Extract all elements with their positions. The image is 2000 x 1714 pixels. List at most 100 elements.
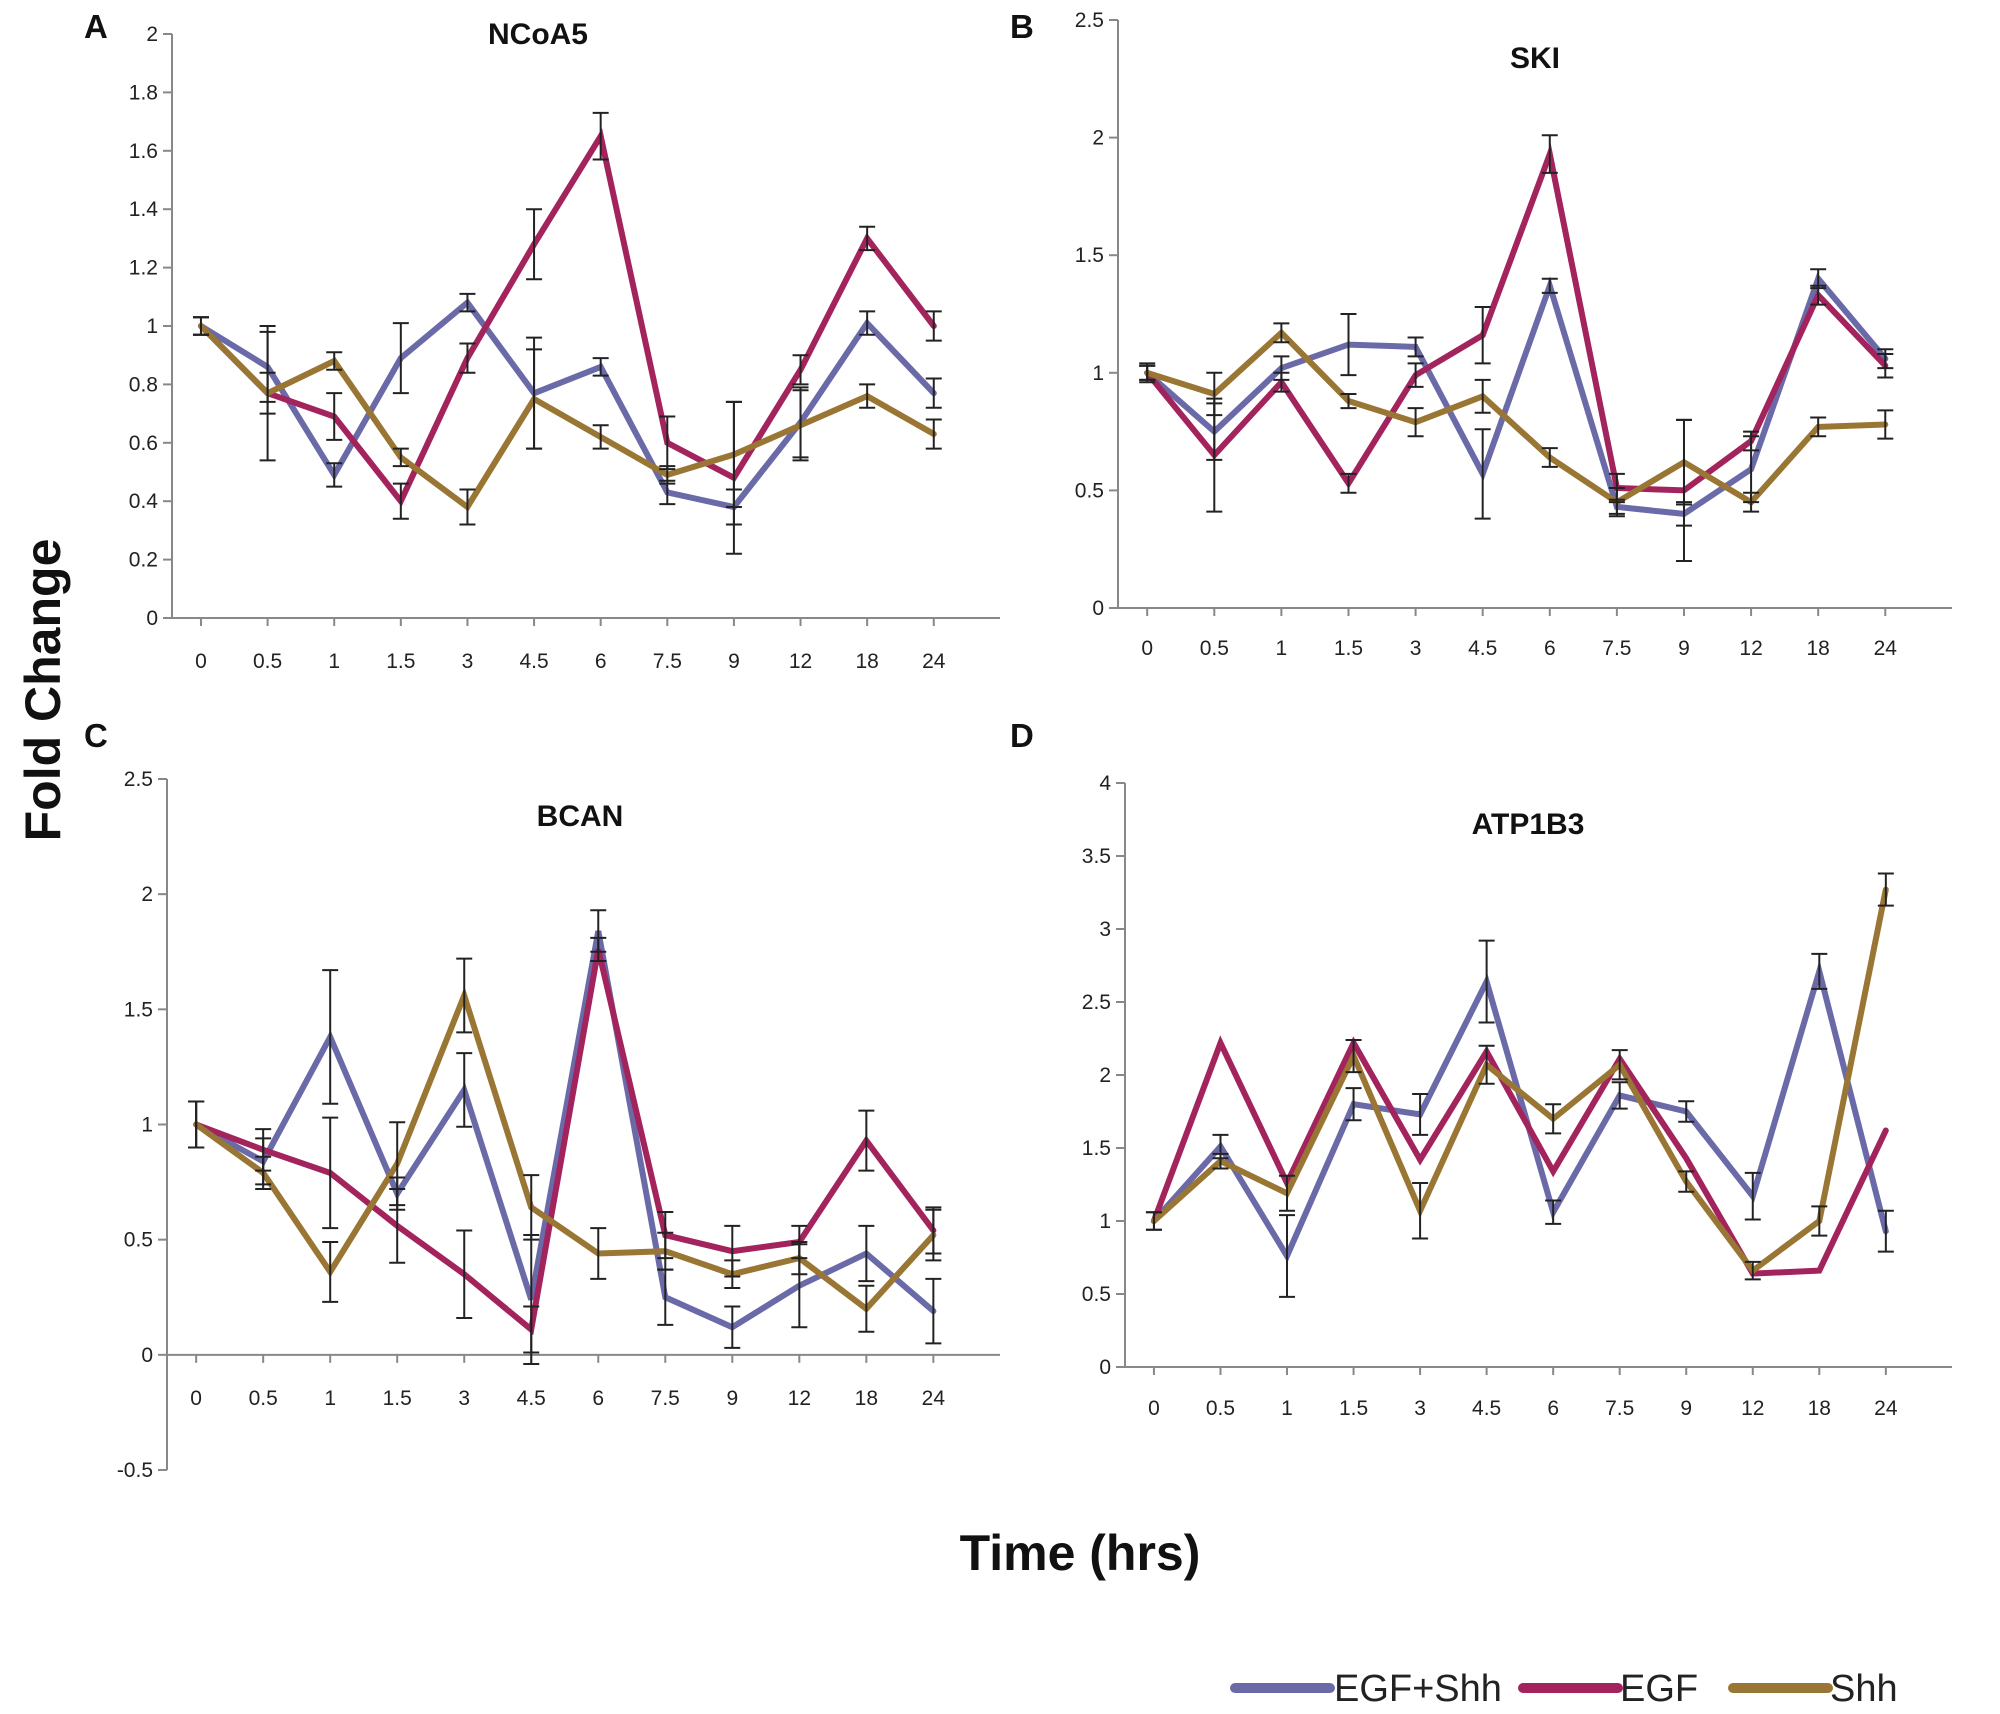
- error-bar-shh: [1279, 1174, 1296, 1212]
- panel-letter: C: [84, 717, 108, 754]
- panel-title: BCAN: [537, 800, 624, 833]
- x-tick-label: 4.5: [519, 650, 548, 673]
- x-tick-label: 0: [1148, 1397, 1160, 1420]
- x-tick-label: 7.5: [651, 1387, 680, 1410]
- panel-title: ATP1B3: [1472, 808, 1585, 841]
- series-line-egf: [198, 128, 937, 507]
- error-bar-egf-shh: [1811, 952, 1828, 990]
- series-line-egf-shh: [1144, 272, 1889, 517]
- x-axis-title: Time (hrs): [960, 1525, 1201, 1581]
- x-tick-label: 18: [855, 650, 878, 673]
- error-bar-shh: [592, 424, 609, 450]
- series-line-egf-shh: [193, 930, 937, 1331]
- y-tick-label: 0: [1092, 597, 1104, 620]
- x-tick-label: 1.5: [386, 650, 415, 673]
- y-tick-label: 0.6: [129, 432, 158, 455]
- y-tick-label: 1.4: [129, 198, 159, 221]
- y-tick-label: 1: [1099, 1210, 1111, 1233]
- x-tick-label: 0.5: [1200, 637, 1229, 660]
- error-bar-shh: [1744, 1260, 1761, 1281]
- y-tick-label: 1.2: [129, 257, 158, 280]
- y-tick-label: 1.6: [129, 140, 158, 163]
- legend: EGF+Shh EGF Shh: [1230, 1668, 1898, 1710]
- x-tick-label: 3: [1414, 1397, 1426, 1420]
- series-line-shh: [1144, 328, 1889, 507]
- error-bar-shh: [724, 1259, 741, 1290]
- error-bar-egf: [1541, 134, 1558, 174]
- error-bar-shh: [459, 488, 476, 526]
- x-tick-label: 6: [1544, 637, 1556, 660]
- chart-panel-a: A NCoA5 0 0.2 0.4 0.6 0.8 1 1.2 1.4 1.6 1.8 2 0 0.5 1 1.…: [84, 8, 1000, 673]
- error-bar-egf: [392, 482, 409, 520]
- error-bar-shh: [659, 465, 676, 485]
- y-tick-label: 1: [1092, 362, 1104, 385]
- series-line-egf-shh: [1150, 960, 1889, 1263]
- x-tick-label: 1: [328, 650, 340, 673]
- x-tick-label: 0.5: [253, 650, 282, 673]
- error-bar-egf-shh: [859, 310, 876, 336]
- legend-label-egf-shh: EGF+Shh: [1334, 1668, 1502, 1710]
- error-bar-shh: [255, 1155, 272, 1190]
- x-tick-label: 1.5: [1334, 637, 1363, 660]
- error-bar-shh: [791, 1240, 808, 1276]
- error-bar-shh: [1608, 487, 1625, 518]
- error-bar-shh: [1345, 1038, 1362, 1074]
- error-bar-egf: [925, 310, 942, 342]
- y-tick-label: 3.5: [1082, 845, 1111, 868]
- error-bar-shh: [1478, 1044, 1495, 1085]
- x-tick-label: 12: [788, 1387, 811, 1410]
- panel-letter: D: [1010, 717, 1034, 754]
- x-tick-label: 6: [595, 650, 607, 673]
- error-bar-shh: [1412, 1182, 1429, 1240]
- error-bar-egf: [1810, 284, 1827, 306]
- error-bar-egf: [858, 1109, 875, 1172]
- error-bar-shh: [1340, 392, 1357, 410]
- x-tick-label: 1: [1281, 1397, 1293, 1420]
- error-bar-egf: [459, 342, 476, 374]
- error-bar-egf: [1407, 362, 1424, 388]
- series-line-shh: [193, 986, 937, 1313]
- error-bar-egf-shh: [1412, 1092, 1429, 1136]
- y-tick-label: 0.5: [1075, 479, 1104, 502]
- y-axis-title: Fold Change: [15, 539, 71, 842]
- x-tick-label: 3: [458, 1387, 470, 1410]
- y-tick-label: 0.5: [124, 1229, 153, 1252]
- error-bar-shh: [1743, 491, 1760, 513]
- error-bar-shh: [657, 1231, 674, 1271]
- x-tick-label: 3: [462, 650, 474, 673]
- y-tick-label: 2: [141, 883, 153, 906]
- x-tick-label: 0: [195, 650, 207, 673]
- error-bar-egf: [1743, 430, 1760, 452]
- error-bar-shh: [925, 1208, 942, 1262]
- error-bar-shh: [1541, 447, 1558, 468]
- panel-letter: B: [1010, 8, 1034, 45]
- error-bar-egf-shh: [1340, 313, 1357, 377]
- error-bar-shh: [1675, 418, 1692, 506]
- error-bar-shh: [1139, 364, 1156, 381]
- error-bar-shh: [925, 418, 942, 450]
- x-tick-label: 24: [922, 1387, 946, 1410]
- error-bar-shh: [1206, 371, 1223, 417]
- error-bar-shh: [188, 1100, 205, 1149]
- y-tick-label: 1.5: [1082, 1137, 1111, 1160]
- error-bar-egf: [322, 1116, 339, 1230]
- x-tick-label: 24: [922, 650, 946, 673]
- error-bar-egf-shh: [1407, 336, 1424, 358]
- x-tick-label: 18: [1807, 637, 1830, 660]
- x-tick-label: 0.5: [249, 1387, 278, 1410]
- error-bar-shh: [523, 1174, 540, 1241]
- panel-letter: A: [84, 8, 108, 45]
- error-bar-shh: [1145, 1211, 1162, 1231]
- error-bar-egf-shh: [1279, 1214, 1296, 1298]
- error-bar-egf-shh: [1474, 428, 1491, 520]
- y-tick-label: 0: [1099, 1356, 1111, 1379]
- x-tick-label: 6: [592, 1387, 604, 1410]
- chart-panel-c: C BCAN -0.5 0 0.5 1 1.5 2 2.5 0 0.5 1 1.5 3 4.5 6 7.5 9 12…: [84, 717, 1000, 1482]
- error-bar-shh: [259, 371, 276, 415]
- error-bar-egf-shh: [724, 1305, 741, 1349]
- x-tick-label: 0: [190, 1387, 202, 1410]
- y-tick-label: 0.4: [129, 490, 159, 513]
- x-tick-label: 4.5: [1472, 1397, 1501, 1420]
